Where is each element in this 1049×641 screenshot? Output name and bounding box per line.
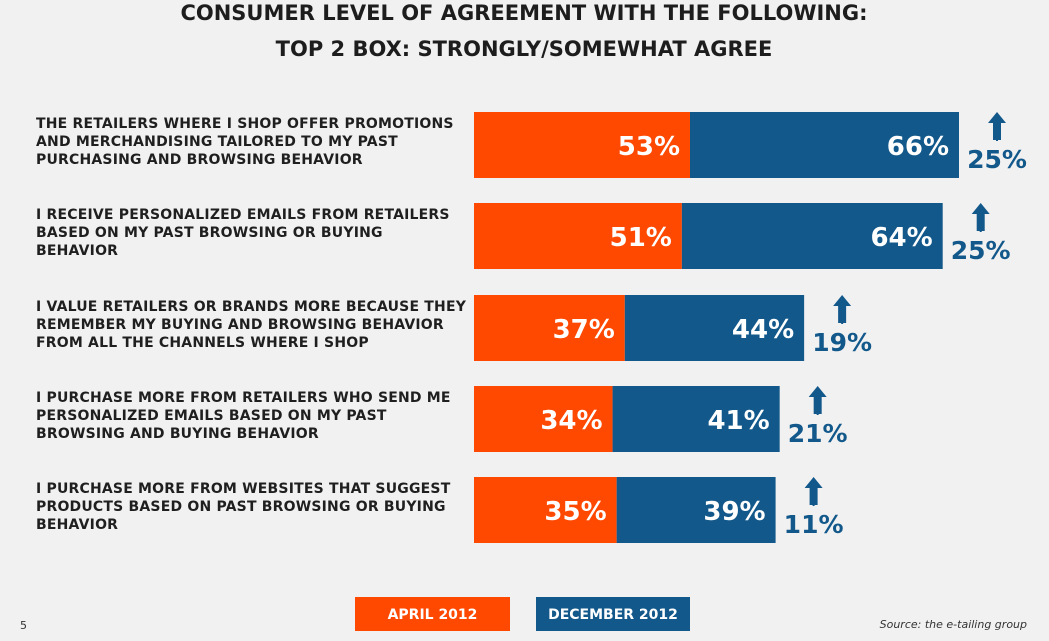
- increase-mark: [812, 505, 815, 506]
- legend-label: DECEMBER 2012: [548, 607, 678, 623]
- increase-label: 21%: [788, 419, 848, 448]
- data-label: 41%: [707, 406, 769, 436]
- increase-arrow: [808, 386, 827, 414]
- category-label-box: THE RETAILERS WHERE I SHOP OFFER PROMOTI…: [36, 116, 454, 168]
- source: Source: the e-tailing group: [880, 618, 1027, 631]
- chart-title: CONSUMER LEVEL OF AGREEMENT WITH THE FOL…: [180, 1, 867, 25]
- bar: [474, 112, 691, 178]
- bar: [474, 477, 617, 543]
- increase-mark: [816, 414, 819, 415]
- category-label: I RECEIVE PERSONALIZED EMAILS FROM RETAI…: [36, 207, 450, 259]
- data-label: 35%: [544, 497, 606, 527]
- increase-arrow: [804, 477, 823, 505]
- category-label-box: I RECEIVE PERSONALIZED EMAILS FROM RETAI…: [36, 207, 450, 259]
- data-label: 44%: [732, 315, 794, 345]
- bar: [474, 203, 682, 269]
- bar: [474, 386, 613, 452]
- chart-subtitle: TOP 2 BOX: STRONGLY/SOMEWHAT AGREE: [276, 37, 773, 61]
- legend-swatch: [536, 597, 690, 631]
- increase-mark: [996, 140, 998, 141]
- increase-arrow: [988, 112, 1006, 140]
- legend-swatch: [355, 597, 510, 631]
- category-label-box: I VALUE RETAILERS OR BRANDS MORE BECAUSE…: [36, 299, 467, 351]
- bar: [474, 295, 625, 361]
- data-label: 39%: [703, 497, 765, 527]
- increase-label: 25%: [967, 145, 1027, 174]
- category-label: THE RETAILERS WHERE I SHOP OFFER PROMOTI…: [36, 116, 454, 168]
- bar: [616, 477, 776, 543]
- increase-label: 19%: [812, 328, 872, 357]
- increase-arrow: [833, 295, 852, 323]
- data-label: 66%: [887, 132, 949, 162]
- data-label: 51%: [610, 223, 672, 253]
- data-label: 37%: [553, 315, 615, 345]
- legend-label: APRIL 2012: [388, 607, 478, 623]
- category-label-box: I PURCHASE MORE FROM WEBSITES THAT SUGGE…: [36, 481, 451, 533]
- bar: [690, 112, 959, 178]
- bar: [612, 386, 780, 452]
- bar: [624, 295, 805, 361]
- increase-label: 11%: [784, 510, 844, 539]
- category-label: I VALUE RETAILERS OR BRANDS MORE BECAUSE…: [36, 299, 467, 351]
- data-label: 34%: [540, 406, 602, 436]
- increase-label: 25%: [951, 236, 1011, 265]
- data-label: 53%: [618, 132, 680, 162]
- increase-mark: [841, 323, 844, 324]
- bar: [681, 203, 943, 269]
- increase-arrow: [971, 203, 990, 231]
- data-label: 64%: [870, 223, 932, 253]
- page-number: 5: [20, 619, 27, 632]
- category-label: I PURCHASE MORE FROM WEBSITES THAT SUGGE…: [36, 481, 451, 533]
- increase-mark: [979, 231, 982, 232]
- category-label-box: I PURCHASE MORE FROM RETAILERS WHO SEND …: [36, 390, 451, 442]
- category-label: I PURCHASE MORE FROM RETAILERS WHO SEND …: [36, 390, 451, 442]
